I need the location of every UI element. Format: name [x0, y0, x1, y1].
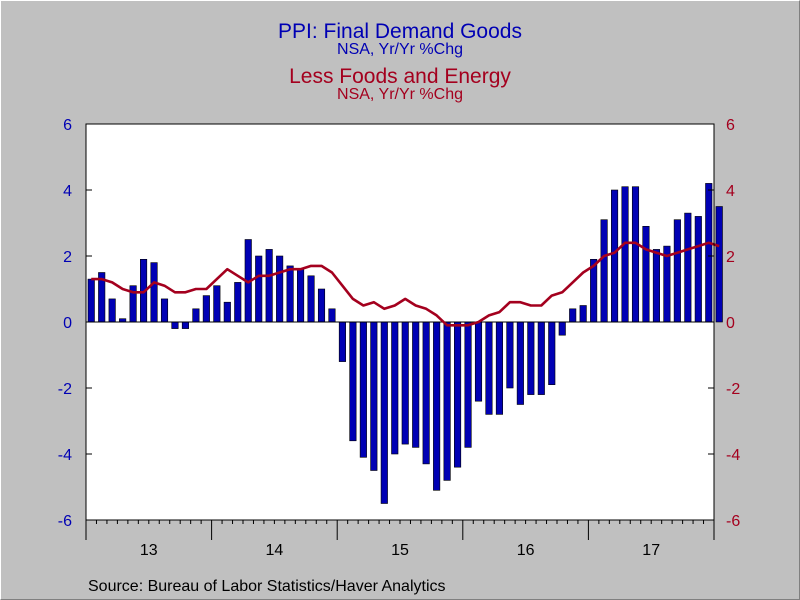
right-tick-label: 0 — [726, 315, 735, 332]
bar — [495, 321, 503, 415]
bar — [202, 295, 210, 323]
right-tick-label: 2 — [726, 249, 735, 266]
line-series — [91, 241, 720, 327]
bar — [527, 321, 535, 395]
bar — [276, 255, 284, 323]
bar — [537, 321, 545, 395]
bar — [255, 255, 263, 323]
left-tick-label: -2 — [58, 381, 72, 398]
bar — [108, 298, 116, 323]
bar — [715, 206, 723, 323]
bar — [223, 301, 231, 323]
bar — [611, 189, 619, 323]
line-series-path — [91, 241, 720, 327]
right-tick-label: -4 — [726, 447, 740, 464]
bar — [684, 212, 692, 323]
x-tick-label: 13 — [140, 542, 158, 559]
chart-title: PPI: Final Demand Goods — [278, 20, 522, 43]
right-tick-label: 6 — [726, 117, 735, 134]
x-tick-label: 16 — [517, 542, 535, 559]
x-tick-label: 15 — [391, 542, 409, 559]
bar — [150, 262, 158, 323]
bar — [297, 268, 305, 323]
bar — [412, 321, 420, 448]
bar — [349, 321, 357, 442]
bar — [338, 321, 346, 362]
bar — [213, 285, 221, 323]
bar — [673, 219, 681, 323]
bar — [181, 321, 189, 329]
bar — [317, 288, 326, 323]
left-tick-label: 2 — [63, 249, 72, 266]
bar — [171, 321, 179, 329]
bar — [652, 249, 660, 323]
bar — [548, 321, 556, 386]
bar — [359, 321, 367, 458]
bar — [464, 321, 472, 448]
chart-title-secondary-subtitle: NSA, Yr/Yr %Chg — [337, 86, 463, 103]
bar — [380, 321, 388, 504]
bar — [454, 321, 462, 468]
chart-title-subtitle: NSA, Yr/Yr %Chg — [337, 41, 463, 58]
bar — [328, 308, 336, 323]
bar — [160, 298, 169, 323]
bar — [234, 282, 242, 323]
x-tick-label: 17 — [642, 542, 660, 559]
left-tick-label: -6 — [58, 513, 72, 530]
bar — [600, 219, 608, 323]
left-tick-label: 0 — [63, 315, 72, 332]
bar — [286, 265, 294, 323]
bar — [485, 321, 493, 415]
axes: 6 4 2 0 -2 -4 -6 6 4 2 0 -2 -4 -6 13 14 15 16 17 — [58, 117, 741, 559]
bar — [506, 321, 514, 389]
right-tick-label: -6 — [726, 513, 740, 530]
right-tick-label: 4 — [726, 183, 735, 200]
bar — [516, 321, 524, 405]
bar — [370, 321, 378, 471]
bar — [265, 249, 273, 323]
bar — [558, 321, 566, 336]
bar-series — [87, 183, 723, 504]
left-tick-label: -4 — [58, 447, 72, 464]
bar — [192, 308, 200, 323]
source-note: Source: Bureau of Labor Statistics/Haver… — [88, 578, 446, 595]
chart-title-secondary: Less Foods and Energy — [289, 65, 511, 88]
bar — [391, 321, 399, 455]
bar — [694, 216, 702, 323]
bar — [569, 308, 577, 323]
bar — [642, 226, 650, 323]
bar — [631, 186, 640, 323]
bar — [621, 186, 629, 323]
bar — [433, 321, 441, 491]
bar — [422, 321, 430, 465]
bar — [401, 321, 409, 445]
bar — [307, 275, 315, 323]
bar — [579, 305, 587, 323]
bar — [474, 321, 483, 402]
bar — [663, 245, 671, 323]
bar — [87, 278, 95, 323]
right-tick-label: -2 — [726, 381, 740, 398]
bar — [443, 321, 451, 481]
x-tick-label: 14 — [266, 542, 284, 559]
bar — [705, 183, 713, 323]
left-tick-label: 6 — [63, 117, 72, 134]
left-tick-label: 4 — [63, 183, 72, 200]
